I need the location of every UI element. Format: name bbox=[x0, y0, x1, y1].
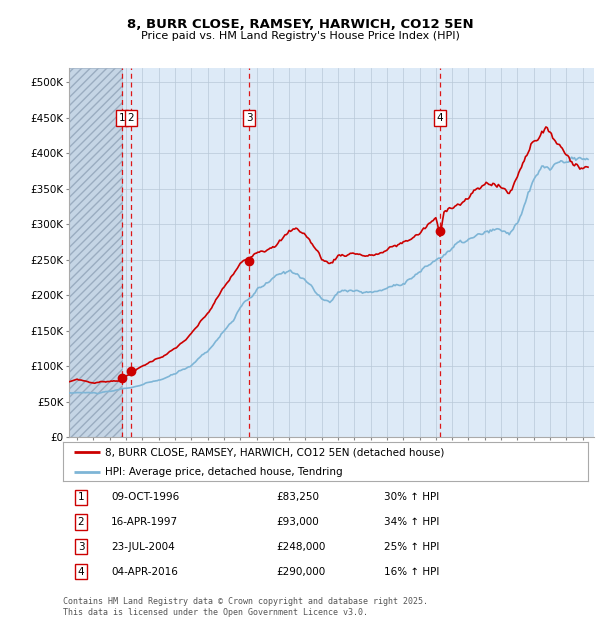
Text: 25% ↑ HPI: 25% ↑ HPI bbox=[384, 542, 439, 552]
Text: Price paid vs. HM Land Registry's House Price Index (HPI): Price paid vs. HM Land Registry's House … bbox=[140, 31, 460, 41]
Text: 09-OCT-1996: 09-OCT-1996 bbox=[111, 492, 179, 502]
Text: £93,000: £93,000 bbox=[276, 517, 319, 527]
Text: 16% ↑ HPI: 16% ↑ HPI bbox=[384, 567, 439, 577]
Text: Contains HM Land Registry data © Crown copyright and database right 2025.
This d: Contains HM Land Registry data © Crown c… bbox=[63, 598, 428, 617]
Text: £248,000: £248,000 bbox=[276, 542, 325, 552]
Text: £83,250: £83,250 bbox=[276, 492, 319, 502]
Text: 3: 3 bbox=[246, 113, 253, 123]
Text: 8, BURR CLOSE, RAMSEY, HARWICH, CO12 5EN: 8, BURR CLOSE, RAMSEY, HARWICH, CO12 5EN bbox=[127, 19, 473, 31]
Text: 2: 2 bbox=[127, 113, 134, 123]
Text: £290,000: £290,000 bbox=[276, 567, 325, 577]
Text: 2: 2 bbox=[77, 517, 85, 527]
Text: 4: 4 bbox=[437, 113, 443, 123]
Text: 8, BURR CLOSE, RAMSEY, HARWICH, CO12 5EN (detached house): 8, BURR CLOSE, RAMSEY, HARWICH, CO12 5EN… bbox=[105, 448, 445, 458]
Text: 04-APR-2016: 04-APR-2016 bbox=[111, 567, 178, 577]
Bar bbox=[69, 68, 122, 437]
Text: 23-JUL-2004: 23-JUL-2004 bbox=[111, 542, 175, 552]
Text: 1: 1 bbox=[119, 113, 125, 123]
Text: 34% ↑ HPI: 34% ↑ HPI bbox=[384, 517, 439, 527]
Text: 30% ↑ HPI: 30% ↑ HPI bbox=[384, 492, 439, 502]
Text: 4: 4 bbox=[77, 567, 85, 577]
Text: 16-APR-1997: 16-APR-1997 bbox=[111, 517, 178, 527]
Text: 3: 3 bbox=[77, 542, 85, 552]
Text: HPI: Average price, detached house, Tendring: HPI: Average price, detached house, Tend… bbox=[105, 467, 343, 477]
Text: 1: 1 bbox=[77, 492, 85, 502]
